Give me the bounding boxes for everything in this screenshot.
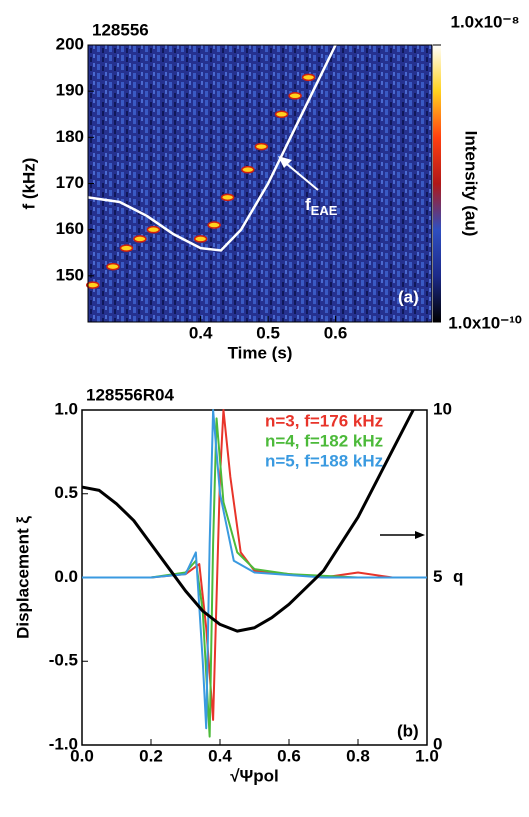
colorbar-label: Intensity (au) <box>462 131 481 237</box>
y-tick-label: 0.5 <box>54 483 78 502</box>
mode-point <box>193 235 208 243</box>
mode-point <box>133 235 147 243</box>
y-tick-label: 0.0 <box>54 567 78 586</box>
data-line <box>82 409 427 730</box>
y-tick-label: 150 <box>56 265 84 284</box>
y-tick-label: 1.0 <box>54 399 78 418</box>
mode-point <box>301 73 316 82</box>
mode-point <box>146 225 161 234</box>
legend-entry: n=3, f=176 kHz <box>265 411 383 430</box>
x-tick-label: 1.0 <box>415 746 439 765</box>
x-tick-label: 0.8 <box>346 746 370 765</box>
x-axis-label: Time (s) <box>228 343 293 362</box>
mode-point <box>254 142 269 151</box>
y2-tick-label: 0 <box>433 734 442 753</box>
annotation: fEAE <box>305 195 338 218</box>
y-tick-label: 200 <box>56 34 84 53</box>
data-line <box>81 409 415 633</box>
mode-point <box>220 193 235 202</box>
x-tick-label: 0.4 <box>208 746 232 765</box>
mode-point <box>241 165 255 174</box>
mode-point <box>85 281 100 289</box>
annotation-arrowhead <box>278 156 292 168</box>
annotation-arrow <box>281 159 319 191</box>
x-tick-label: 0.6 <box>324 323 348 342</box>
data-line <box>87 44 337 252</box>
mode-point <box>119 244 134 252</box>
x-axis-label: √Ψpol <box>230 766 279 785</box>
colorbar-tick-label: 1.0x10⁻¹⁰ <box>448 313 522 332</box>
y-tick-label: 180 <box>56 127 84 146</box>
annotation-subscript: EAE <box>311 203 338 218</box>
legend-entry: n=5, f=188 kHz <box>265 451 383 470</box>
y-tick-label: -0.5 <box>49 651 78 670</box>
y-tick-label: -1.0 <box>49 734 78 753</box>
annotation-text: f <box>305 195 311 214</box>
legend-entry: n=4, f=182 kHz <box>265 431 383 450</box>
chart-title: 128556R04 <box>86 385 174 404</box>
plot-frame <box>87 44 433 323</box>
y2-tick-label: 10 <box>433 399 452 418</box>
y-axis-label: Displacement ξ <box>13 516 32 639</box>
chart-title: 128556 <box>92 20 149 39</box>
annotation-arrowhead <box>415 531 425 539</box>
y-tick-label: 160 <box>56 219 84 238</box>
x-tick-label: 0.5 <box>256 323 280 342</box>
colorbar-tick-label: 1.0x10⁻⁸ <box>450 12 519 31</box>
panel-label: (a) <box>398 287 419 306</box>
y-axis-label: f (kHz) <box>19 158 38 210</box>
x-tick-label: 0.0 <box>70 746 94 765</box>
mode-point <box>207 221 221 229</box>
colorbar <box>433 45 441 322</box>
y2-tick-label: 5 <box>433 567 442 586</box>
x-tick-label: 0.4 <box>189 323 213 342</box>
spectrogram-background <box>88 45 432 322</box>
y-tick-label: 190 <box>56 81 84 100</box>
mode-point <box>288 92 302 100</box>
y-tick-label: 170 <box>56 173 84 192</box>
x-tick-label: 0.6 <box>277 746 301 765</box>
mode-point <box>106 262 120 271</box>
x-tick-label: 0.2 <box>139 746 163 765</box>
panel-label: (b) <box>397 721 419 740</box>
y2-axis-label: q <box>453 567 463 586</box>
mode-point <box>274 110 289 118</box>
data-line <box>82 409 427 721</box>
